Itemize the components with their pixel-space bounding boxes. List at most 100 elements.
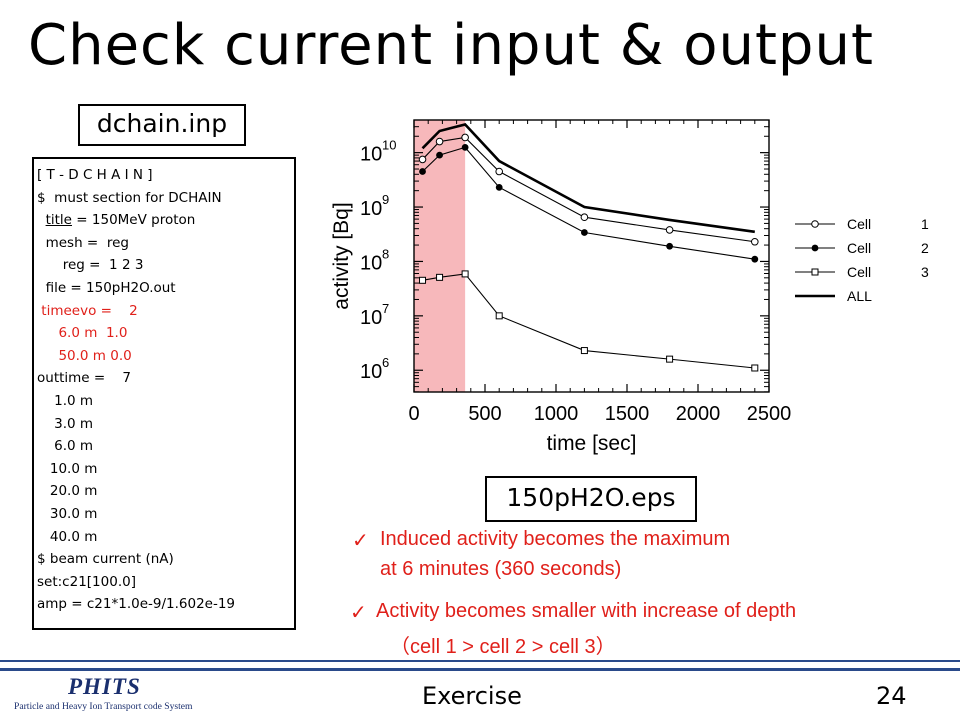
- input-code-box: [ T - D C H A I N ] $ must section for DC…: [32, 157, 296, 630]
- data-point: [418, 155, 427, 164]
- x-tick-label: 500: [468, 403, 501, 425]
- data-point: [751, 255, 759, 263]
- footer-section: Exercise: [422, 682, 522, 710]
- code-line: 6.0 m: [37, 438, 94, 455]
- series-2: [419, 270, 759, 372]
- data-point: [495, 312, 503, 320]
- code-line: $ beam current (nA): [37, 551, 174, 568]
- legend-number: 3: [921, 264, 929, 280]
- x-axis-label: time [sec]: [547, 432, 637, 455]
- y-tick-base: 10: [360, 307, 382, 329]
- phits-logo: PHITS Particle and Heavy Ion Transport c…: [14, 674, 214, 718]
- legend-number: 2: [921, 240, 929, 256]
- data-point: [461, 143, 469, 151]
- code-line: file = 150pH2O.out: [37, 279, 176, 296]
- code-line: mesh = reg: [37, 234, 129, 251]
- data-point: [751, 237, 759, 246]
- code-line-value: = 150MeV proton: [72, 212, 196, 229]
- page-number: 24: [876, 682, 907, 710]
- series-line: [422, 273, 755, 369]
- bullet-text-line1: Induced activity becomes the maximum: [380, 528, 731, 550]
- bullet-text-line1: Activity becomes smaller with increase o…: [376, 600, 797, 622]
- y-tick-label: 10 8: [360, 246, 389, 274]
- y-axis-label: activity [Bq]: [330, 202, 353, 309]
- code-line-key: title: [45, 212, 72, 229]
- series-line: [422, 146, 755, 260]
- y-tick-base: 10: [360, 144, 382, 166]
- footer-divider: [0, 660, 960, 662]
- code-line: 30.0 m: [37, 505, 98, 522]
- code-line: outtime = 7: [37, 370, 131, 387]
- code-line: title = 150MeV proton: [37, 209, 294, 232]
- logo-subtitle: Particle and Heavy Ion Transport code Sy…: [14, 701, 193, 712]
- output-file-label: 150pH2O.eps: [485, 476, 697, 522]
- legend-label: Cell: [847, 216, 871, 232]
- logo-wordmark: PHITS: [68, 674, 141, 699]
- data-point: [419, 276, 427, 284]
- x-tick-label: 1000: [534, 403, 579, 425]
- code-line: 6.0 m 1.0: [37, 325, 128, 342]
- plot-frame: [413, 119, 770, 393]
- y-tick-exponent: 9: [382, 192, 389, 207]
- data-point: [419, 168, 426, 175]
- series-3: [421, 122, 755, 234]
- check-icon: ✓: [352, 528, 369, 552]
- data-point: [811, 220, 819, 228]
- code-line: [ T - D C H A I N ]: [37, 167, 153, 183]
- data-point: [665, 226, 674, 234]
- legend-number: 1: [921, 216, 929, 232]
- x-tick-label: 2000: [676, 403, 721, 425]
- data-point: [666, 355, 674, 363]
- code-line: set:c21[100.0]: [37, 573, 136, 590]
- code-line: 40.0 m: [37, 528, 98, 545]
- data-point: [436, 151, 443, 159]
- series-1: [419, 143, 759, 263]
- y-tick-base: 10: [360, 252, 382, 274]
- y-tick-exponent: 7: [382, 301, 389, 316]
- code-line: 1.0 m: [37, 392, 94, 409]
- y-tick-base: 10: [360, 361, 382, 383]
- series-line: [421, 122, 755, 234]
- data-point: [435, 137, 444, 146]
- check-icon: ✓: [350, 600, 367, 624]
- data-point: [461, 133, 469, 142]
- data-point: [461, 270, 469, 278]
- y-tick-exponent: 10: [382, 138, 396, 153]
- data-point: [495, 183, 503, 191]
- code-line: 3.0 m: [37, 415, 94, 432]
- footer-divider: [0, 668, 960, 671]
- y-tick-label: 10 9: [360, 192, 389, 220]
- y-tick-label: 10 7: [360, 301, 389, 329]
- code-line: amp = c21*1.0e-9/1.602e-19: [37, 596, 236, 613]
- y-tick-exponent: 8: [382, 246, 389, 261]
- data-point: [580, 347, 588, 355]
- code-line: $ must section for DCHAIN: [37, 189, 222, 206]
- code-line: 50.0 m 0.0: [37, 347, 132, 364]
- x-tick-label: 0: [408, 403, 419, 425]
- irradiation-band: [414, 120, 466, 392]
- bullet-text-line2: （cell 1 > cell 2 > cell 3）: [390, 636, 616, 658]
- slide-title: Check current input & output: [28, 13, 874, 78]
- data-point: [811, 268, 819, 276]
- data-point: [751, 364, 759, 372]
- legend-label: Cell: [847, 240, 871, 256]
- legend-label: Cell: [847, 264, 871, 280]
- code-line: timeevo = 2: [37, 302, 138, 319]
- series-0: [418, 133, 759, 246]
- bullet-text-line2: at 6 minutes (360 seconds): [380, 558, 622, 580]
- code-line: 20.0 m: [37, 483, 98, 500]
- input-file-label: dchain.inp: [78, 104, 246, 146]
- y-tick-exponent: 6: [382, 355, 389, 370]
- y-tick-label: 10 6: [360, 355, 389, 383]
- legend-label: ALL: [847, 288, 872, 304]
- code-line: reg = 1 2 3: [37, 257, 144, 274]
- chart-legend: Cell 1 Cell 2 Cell 3 ALL: [795, 216, 929, 304]
- data-point: [436, 273, 444, 281]
- data-point: [580, 213, 589, 222]
- y-tick-label: 10 10: [360, 138, 396, 166]
- x-tick-label: 1500: [605, 403, 650, 425]
- data-point: [811, 244, 819, 252]
- code-line-indent: [37, 212, 46, 228]
- data-point: [581, 229, 588, 236]
